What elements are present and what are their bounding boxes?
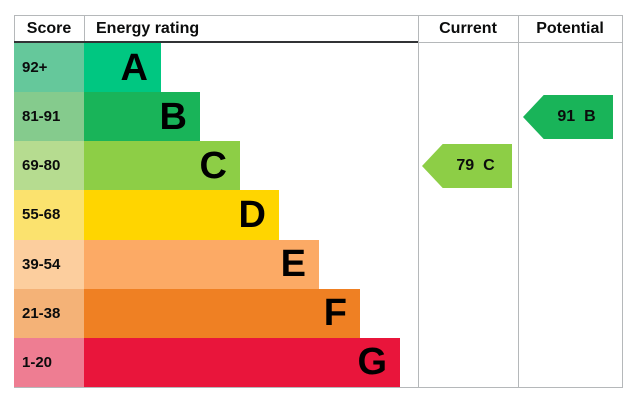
energy-band-bar-g: G bbox=[84, 337, 400, 387]
energy-band-bar-c: C bbox=[84, 141, 240, 191]
band-bar-area: B bbox=[84, 92, 418, 142]
current-header-underline bbox=[418, 42, 622, 43]
band-bar-area: C bbox=[84, 141, 418, 191]
energy-bands: 92+ A 81-91 B 69-80 C bbox=[14, 43, 418, 387]
band-row: 21-38 F bbox=[14, 288, 418, 338]
current-rating-arrow: 79 C bbox=[422, 144, 512, 188]
band-score-range: 21-38 bbox=[14, 288, 84, 338]
table-border-top bbox=[14, 15, 623, 16]
potential-rating-arrow: 91 B bbox=[523, 95, 613, 139]
band-score-range: 39-54 bbox=[14, 239, 84, 289]
band-row: 55-68 D bbox=[14, 190, 418, 240]
band-row: 81-91 B bbox=[14, 92, 418, 142]
band-row: 69-80 C bbox=[14, 141, 418, 191]
band-bar-area: D bbox=[84, 190, 418, 240]
potential-header: Potential bbox=[536, 19, 604, 37]
rating-header-underline bbox=[14, 41, 418, 43]
table-border-right bbox=[622, 15, 623, 388]
score-header-divider bbox=[84, 15, 85, 43]
energy-band-bar-a: A bbox=[84, 43, 161, 93]
band-score-range: 92+ bbox=[14, 43, 84, 93]
band-score-range: 1-20 bbox=[14, 337, 84, 387]
band-row: 39-54 E bbox=[14, 239, 418, 289]
band-bar-area: E bbox=[84, 239, 418, 289]
energy-band-bar-f: F bbox=[84, 288, 360, 338]
band-score-range: 69-80 bbox=[14, 141, 84, 191]
band-letter: C bbox=[199, 144, 227, 187]
current-rating-letter: C bbox=[483, 157, 495, 174]
band-row: 92+ A bbox=[14, 43, 418, 93]
current-column-left-border bbox=[418, 15, 419, 388]
current-header: Current bbox=[439, 19, 497, 37]
potential-rating-value: 91 bbox=[557, 108, 576, 125]
band-letter: B bbox=[159, 95, 187, 138]
potential-column-left-border bbox=[518, 15, 519, 388]
energy-rating-header: Energy rating bbox=[96, 19, 200, 37]
score-header: Score bbox=[26, 19, 72, 37]
potential-rating-letter: B bbox=[584, 108, 596, 125]
band-letter: D bbox=[238, 193, 266, 236]
table-border-header-left bbox=[14, 15, 15, 43]
energy-band-bar-e: E bbox=[84, 239, 319, 289]
band-letter: E bbox=[280, 243, 306, 286]
energy-band-bar-b: B bbox=[84, 92, 200, 142]
current-rating-value: 79 bbox=[456, 157, 475, 174]
table-border-bottom bbox=[14, 387, 623, 388]
band-score-range: 55-68 bbox=[14, 190, 84, 240]
band-bar-area: F bbox=[84, 288, 418, 338]
band-letter: A bbox=[120, 46, 148, 89]
band-letter: F bbox=[323, 292, 347, 335]
band-letter: G bbox=[357, 341, 387, 384]
band-bar-area: G bbox=[84, 337, 418, 387]
energy-band-bar-d: D bbox=[84, 190, 279, 240]
band-row: 1-20 G bbox=[14, 337, 418, 387]
band-score-range: 81-91 bbox=[14, 92, 84, 142]
band-bar-area: A bbox=[84, 43, 418, 93]
